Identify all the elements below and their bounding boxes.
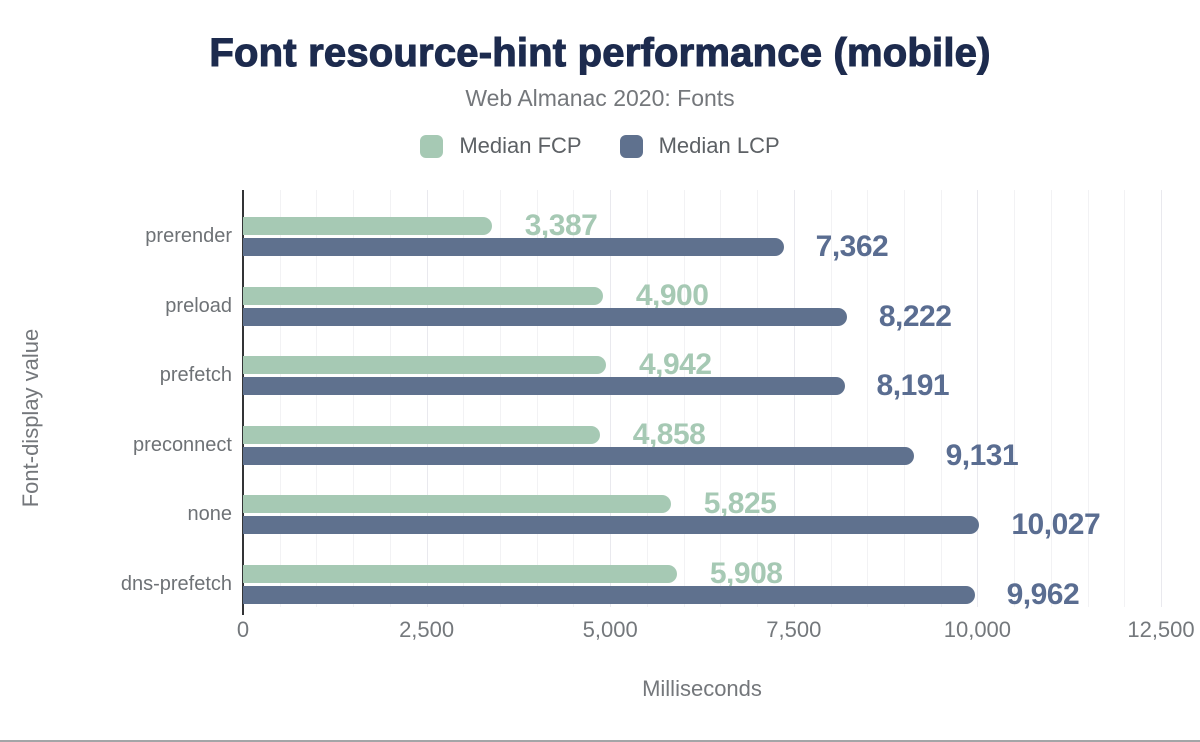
bar-median-fcp-dns-prefetch xyxy=(243,564,677,583)
gridline xyxy=(353,190,355,607)
chart-subtitle: Web Almanac 2020: Fonts xyxy=(465,85,735,111)
value-label-median-fcp-none: 5,825 xyxy=(703,487,777,520)
bar-median-fcp-prefetch xyxy=(243,356,606,374)
value-label-median-lcp-none: 10,027 xyxy=(1011,508,1101,541)
gridline xyxy=(610,190,612,607)
chart-header: Font resource-hint performance (mobile) … xyxy=(0,0,1200,159)
legend-label-median-fcp: Median FCP xyxy=(459,133,582,158)
bar-median-fcp-prerender xyxy=(243,217,492,235)
bar-median-lcp-dns-prefetch xyxy=(243,585,975,604)
value-label-median-fcp-prefetch: 4,942 xyxy=(638,348,712,381)
legend-swatch-median-lcp xyxy=(619,134,643,158)
value-label-median-fcp-preconnect: 4,858 xyxy=(632,417,706,451)
bar-median-lcp-prefetch xyxy=(243,377,845,395)
x-tick-label: 10,000 xyxy=(943,617,1012,642)
y-axis-line xyxy=(242,190,244,615)
value-label-median-lcp-prefetch: 8,191 xyxy=(876,369,950,402)
gridline xyxy=(1161,190,1162,607)
category-label-preconnect: preconnect xyxy=(133,433,232,456)
gridline xyxy=(757,190,759,607)
gridline xyxy=(903,190,905,607)
gridline xyxy=(977,190,979,607)
y-axis-title: Font-display value xyxy=(18,328,43,508)
gridline xyxy=(867,190,869,607)
gridline xyxy=(316,190,318,607)
bar-median-fcp-preconnect xyxy=(243,425,600,444)
x-tick-label: 2,500 xyxy=(399,617,455,642)
gridline xyxy=(683,190,685,607)
value-label-median-lcp-preload: 8,222 xyxy=(878,299,952,333)
legend-label-median-lcp: Median LCP xyxy=(658,133,780,158)
x-tick-label: 12,500 xyxy=(1127,617,1195,642)
bar-median-lcp-preload xyxy=(243,307,847,326)
legend-swatch-median-fcp xyxy=(420,134,444,158)
value-label-median-lcp-dns-prefetch: 9,962 xyxy=(1006,577,1080,611)
gridline xyxy=(389,190,391,607)
gridline xyxy=(279,190,281,607)
gridline xyxy=(830,190,832,607)
gridline xyxy=(536,190,538,607)
x-tick-label: 7,500 xyxy=(766,617,822,642)
category-label-prefetch: prefetch xyxy=(159,364,232,386)
gridline xyxy=(1014,190,1016,607)
gridline xyxy=(426,190,428,607)
x-tick-label: 5,000 xyxy=(582,617,638,642)
bar-median-fcp-preload xyxy=(243,286,603,305)
bar-median-fcp-none xyxy=(243,495,671,513)
bar-median-lcp-preconnect xyxy=(243,446,914,465)
legend-item-median-fcp: Median FCP xyxy=(420,133,582,159)
value-label-median-lcp-preconnect: 9,131 xyxy=(945,438,1019,472)
bar-median-lcp-prerender xyxy=(243,238,784,256)
gridline xyxy=(463,190,465,607)
bar-median-lcp-none xyxy=(243,516,980,534)
gridline xyxy=(1087,190,1089,607)
legend-item-median-lcp: Median LCP xyxy=(619,133,780,159)
category-label-dns-prefetch: dns-prefetch xyxy=(120,572,232,595)
gridline xyxy=(1050,190,1052,607)
gridline xyxy=(940,190,942,607)
gridline xyxy=(646,190,648,607)
legend: Median FCP Median LCP xyxy=(0,133,1200,159)
category-label-preload: preload xyxy=(165,294,232,317)
x-tick-label: 0 xyxy=(236,617,250,642)
value-label-median-fcp-dns-prefetch: 5,908 xyxy=(709,556,783,590)
x-axis-title: Milliseconds xyxy=(642,676,762,701)
value-label-median-fcp-prerender: 3,387 xyxy=(524,209,598,242)
gridline xyxy=(720,190,722,607)
value-label-median-lcp-prerender: 7,362 xyxy=(815,230,889,263)
gridline xyxy=(793,190,795,607)
gridline xyxy=(1124,190,1126,607)
category-label-none: none xyxy=(187,503,233,525)
value-label-median-fcp-preload: 4,900 xyxy=(635,278,709,312)
category-label-prerender: prerender xyxy=(145,225,232,247)
gridline xyxy=(573,190,575,607)
chart-title: Font resource-hint performance (mobile) xyxy=(209,30,991,75)
gridline xyxy=(500,190,502,607)
